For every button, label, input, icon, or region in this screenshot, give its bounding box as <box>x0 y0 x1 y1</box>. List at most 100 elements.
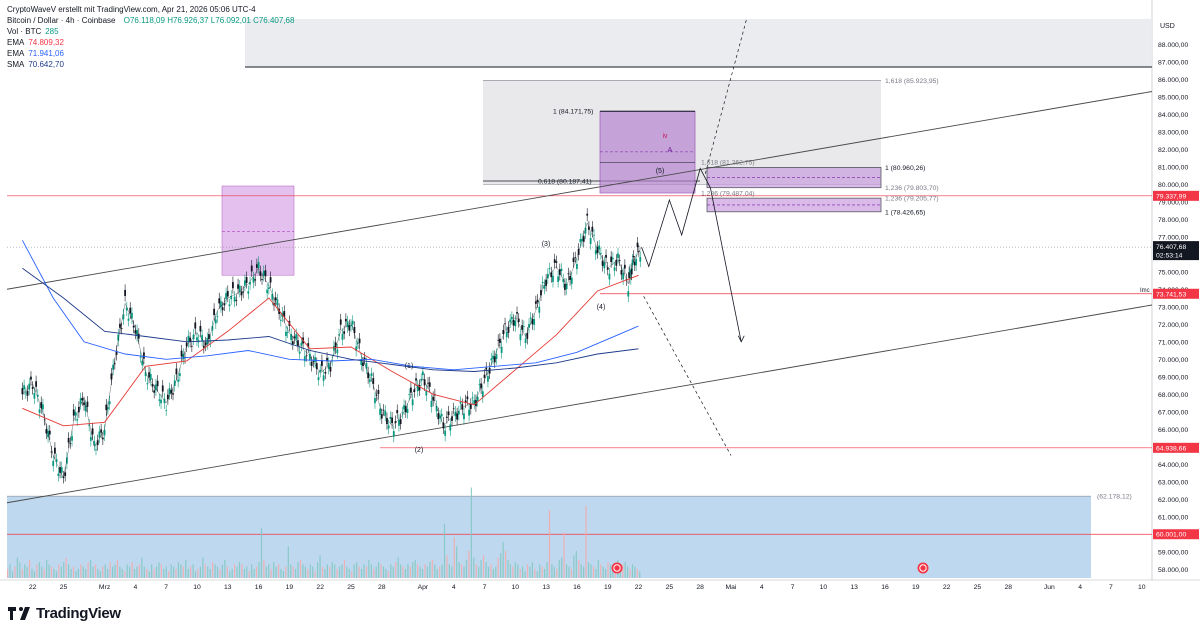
candle-body <box>437 413 440 420</box>
x-tick-label: 22 <box>316 584 324 591</box>
wave-label: A <box>668 147 673 154</box>
brand-name: TradingView <box>36 605 121 622</box>
candle-body <box>524 338 527 344</box>
candle-body <box>398 419 400 426</box>
candle-body <box>629 269 631 273</box>
candle-body <box>370 373 373 377</box>
candle-body <box>553 259 556 263</box>
legend-sma[interactable]: SMA 70.642,70 <box>7 59 294 70</box>
volume-bar <box>221 564 223 578</box>
legend-ema-blue[interactable]: EMA 71.941,06 <box>7 48 294 59</box>
volume-bar <box>373 568 375 578</box>
legend-ema-red[interactable]: EMA 74.809,32 <box>7 37 294 48</box>
candle-body <box>557 276 560 282</box>
ema2-value: 71.941,06 <box>28 49 64 58</box>
candle-body <box>618 260 621 261</box>
candle-body <box>139 356 142 358</box>
candle-body <box>199 325 202 332</box>
chart-drawings[interactable] <box>6 19 1153 578</box>
candle-body <box>155 384 157 391</box>
candle-body <box>382 409 385 411</box>
sma-value: 70.642,70 <box>28 60 64 69</box>
candle-body <box>146 383 149 385</box>
symbol-name[interactable]: Bitcoin / Dollar · 4h · Coinbase <box>7 16 116 25</box>
volume-bar <box>575 550 577 578</box>
tradingview-logo[interactable]: TradingView <box>8 605 121 622</box>
candle-body <box>481 391 484 398</box>
volume-bar <box>60 566 62 578</box>
candle-body <box>339 319 342 325</box>
volume-bar <box>629 568 631 578</box>
candle-body <box>132 325 135 328</box>
candle-body <box>336 349 339 354</box>
x-tick-label: 22 <box>29 584 37 591</box>
volume-bar <box>82 566 84 578</box>
volume-bar <box>124 571 126 578</box>
candle-body <box>232 282 234 289</box>
candle-body <box>326 357 328 362</box>
volume-bar <box>602 566 604 578</box>
volume-bar <box>441 564 443 578</box>
volume-bar <box>136 566 138 578</box>
volume-bar <box>148 571 150 578</box>
candle-body <box>332 346 335 351</box>
candle-body <box>67 437 70 443</box>
candle-body <box>548 268 551 270</box>
author-line-text: CryptoWaveV erstellt mit TradingView.com… <box>7 5 256 14</box>
volume-bar <box>80 564 82 578</box>
volume-bar <box>285 566 287 578</box>
candle-body <box>531 319 534 325</box>
x-tick-label: Jun <box>1044 584 1055 591</box>
candle-body <box>225 293 227 299</box>
price-axis[interactable]: USD58.000,0059.000,0060.000,0061.000,006… <box>1151 0 1200 600</box>
candle-body <box>96 440 99 446</box>
candle-body <box>476 396 479 402</box>
candle-body <box>196 337 198 341</box>
candle-body <box>574 257 577 259</box>
candle-body <box>40 402 43 409</box>
volume-bar <box>407 564 409 578</box>
volume-bar <box>392 566 394 578</box>
fib-label: 1 (78.426,65) <box>885 209 925 216</box>
volume-bar <box>465 559 468 578</box>
candle-body <box>137 333 140 339</box>
volume-bar <box>331 562 333 578</box>
volume-bar <box>380 564 382 578</box>
volume-bar <box>382 566 385 578</box>
volume-bar <box>202 557 204 578</box>
candle-body <box>252 277 255 283</box>
volume-bar <box>580 564 582 578</box>
volume-bar <box>363 564 365 578</box>
volume-bar <box>165 566 167 578</box>
candle-body <box>594 250 597 255</box>
candle-body <box>485 367 488 370</box>
candle-body <box>338 334 340 336</box>
candle-body <box>469 403 472 409</box>
legend-volume[interactable]: Vol · BTC 285 <box>7 26 294 37</box>
y-tick-label: 66.000,00 <box>1158 427 1188 434</box>
candle-body <box>300 342 303 346</box>
candle-body <box>512 319 515 326</box>
level-price-tag-bg <box>1153 288 1199 299</box>
symbol-line[interactable]: Bitcoin / Dollar · 4h · Coinbase O76.118… <box>7 15 294 26</box>
candle-body <box>125 307 128 311</box>
time-axis[interactable]: 22 25 Mrz 4 7 10 13 16 19 22 25 28 Apr 4 7 10 13 16 19 22 25… <box>0 579 1200 591</box>
fib-label: 0,618 (80.187,41) <box>538 178 592 185</box>
candle-body <box>404 406 407 413</box>
volume-bar <box>597 559 599 578</box>
level-tag-text: Imc <box>1140 288 1150 294</box>
fib-label: 1,618 (85.923,95) <box>885 78 939 85</box>
volume-bar <box>583 566 585 578</box>
volume-bar <box>468 550 470 578</box>
candle-body <box>290 334 293 341</box>
candle-body <box>562 279 565 283</box>
volume-bar <box>295 568 297 578</box>
candle-body <box>536 299 539 303</box>
price-chart[interactable]: USD58.000,0059.000,0060.000,0061.000,006… <box>0 0 1200 600</box>
candle-body <box>487 376 489 382</box>
volume-bar <box>485 562 487 578</box>
candle-body <box>416 385 419 392</box>
tradingview-logo-icon <box>8 607 30 620</box>
volume-bar <box>565 564 568 578</box>
candle-body <box>59 467 61 473</box>
